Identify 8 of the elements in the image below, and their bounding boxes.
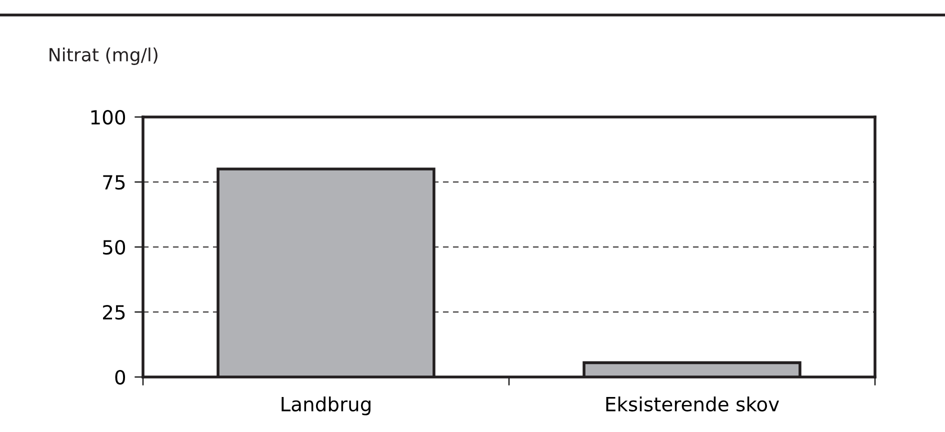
y-axis-title: Nitrat (mg/l) — [50, 48, 158, 65]
y-tick-label: 75 — [103, 175, 125, 190]
y-tick-label: 50 — [103, 240, 126, 255]
x-tick-label: Landbrug — [282, 396, 370, 416]
y-tick-label: 25 — [103, 304, 125, 320]
x-tick-label: Eksisterende skov — [606, 396, 780, 412]
y-tick-label: 100 — [91, 110, 126, 125]
y-tick-label: 0 — [115, 370, 126, 385]
